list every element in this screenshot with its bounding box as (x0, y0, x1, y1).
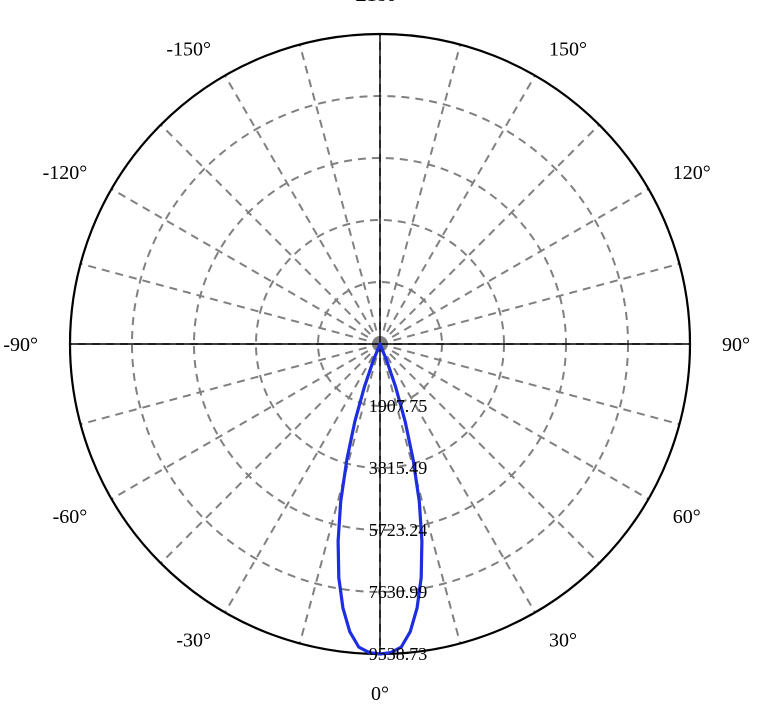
angle-label: -30° (176, 630, 211, 652)
radial-label: 3815.49 (369, 458, 428, 478)
angle-label: -60° (53, 506, 88, 528)
angle-label: -120° (43, 162, 88, 184)
angle-label: 90° (722, 334, 750, 356)
radial-label: 1907.75 (369, 396, 428, 416)
angle-label: ±180° (356, 0, 405, 6)
radial-label: 5723.24 (369, 520, 428, 540)
radial-labels: 1907.75 3815.49 5723.24 7630.99 9538.73 (369, 396, 428, 664)
radial-label: 7630.99 (369, 582, 428, 602)
angle-label: 150° (549, 38, 587, 60)
angle-label: 60° (673, 506, 701, 528)
polar-chart-container: ±180° 150° 120° 90° 60° 30° 0° -30° -60° -90° -120… (0, 0, 760, 706)
angle-label: 0° (371, 683, 389, 705)
angle-label: 30° (549, 630, 577, 652)
angle-label: -150° (166, 38, 211, 60)
angle-label: -90° (3, 334, 38, 356)
radial-label: 9538.73 (369, 644, 428, 664)
angle-label: 120° (673, 162, 711, 184)
polar-chart: ±180° 150° 120° 90° 60° 30° 0° -30° -60° -90° -120… (0, 0, 760, 706)
